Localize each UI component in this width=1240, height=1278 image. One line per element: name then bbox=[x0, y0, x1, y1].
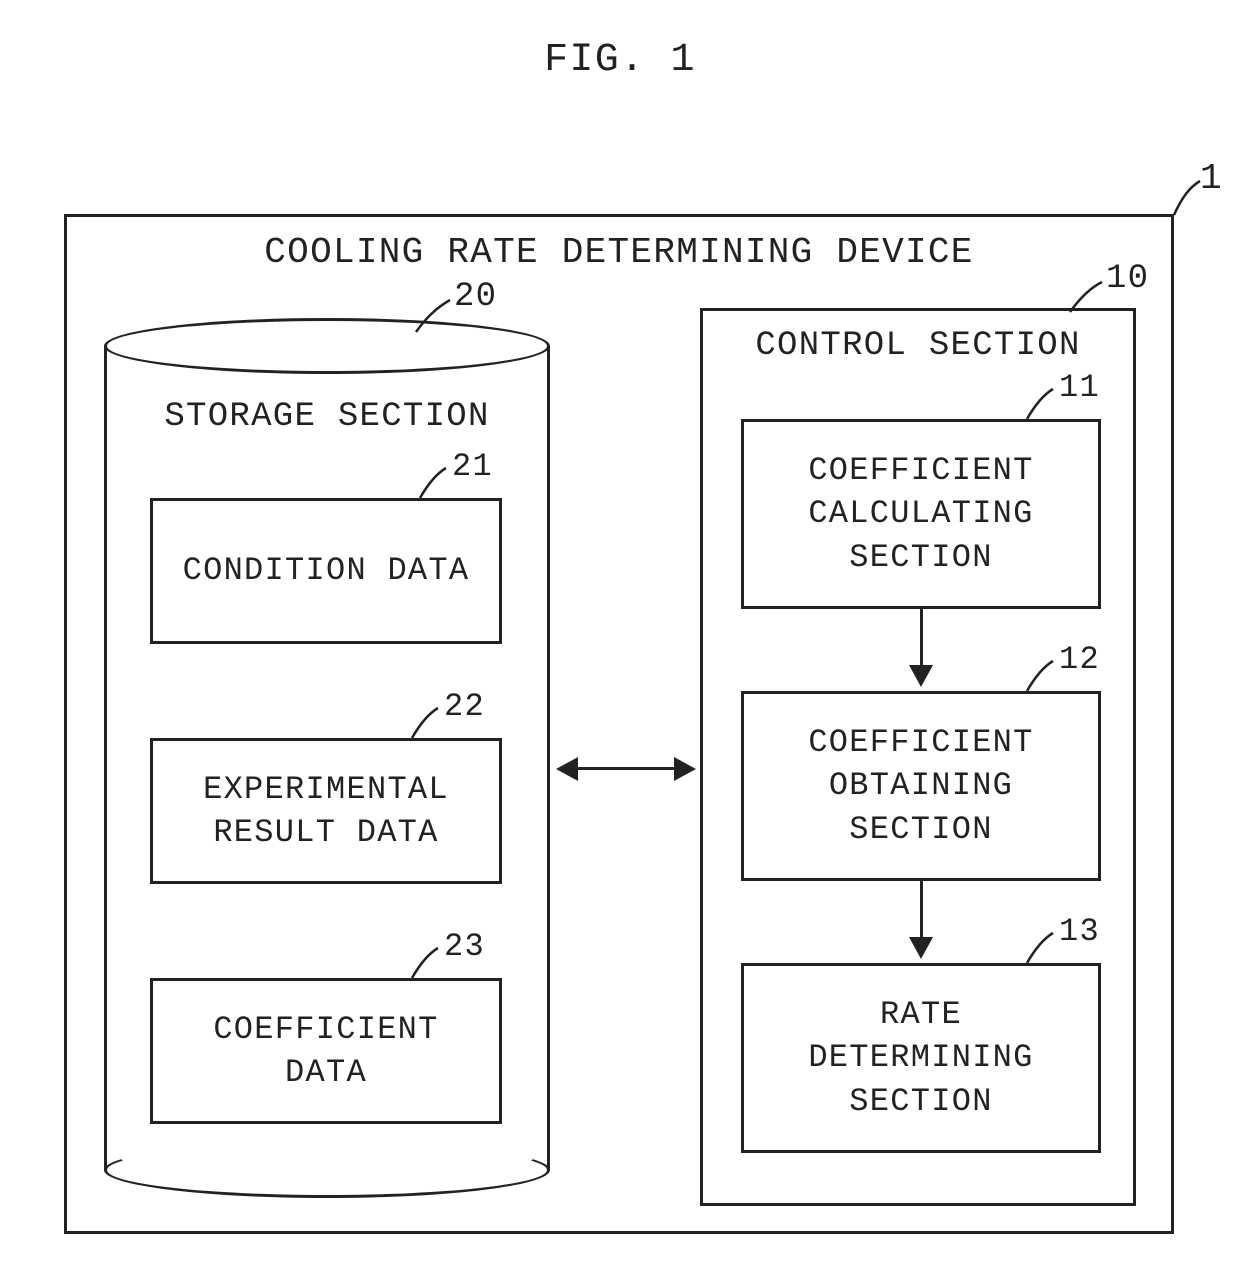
control-box-label: RATE DETERMINING SECTION bbox=[808, 993, 1033, 1123]
storage-cylinder: STORAGE SECTION CONDITION DATA 21 EXPERI… bbox=[104, 318, 550, 1198]
control-box-label: COEFFICIENT CALCULATING SECTION bbox=[808, 449, 1033, 579]
ref-20: 20 bbox=[454, 278, 497, 316]
ref-22: 22 bbox=[444, 688, 485, 725]
storage-title: STORAGE SECTION bbox=[104, 398, 550, 436]
leader-11 bbox=[1021, 385, 1061, 423]
leader-23 bbox=[406, 944, 446, 982]
storage-box-label: EXPERIMENTAL RESULT DATA bbox=[203, 768, 449, 854]
ref-23: 23 bbox=[444, 928, 485, 965]
cylinder-top bbox=[104, 318, 550, 374]
ref-10: 10 bbox=[1106, 260, 1149, 298]
ref-outer: 1 bbox=[1200, 158, 1223, 199]
leader-12 bbox=[1021, 657, 1061, 695]
ref-12: 12 bbox=[1059, 641, 1100, 678]
ref-13: 13 bbox=[1059, 913, 1100, 950]
storage-box-condition-data: CONDITION DATA bbox=[150, 498, 502, 644]
control-box-rate-determining: RATE DETERMINING SECTION bbox=[741, 963, 1101, 1153]
leader-21 bbox=[414, 464, 454, 502]
figure-title: FIG. 1 bbox=[0, 38, 1240, 83]
bidirectional-arrow-icon bbox=[556, 756, 696, 782]
leader-22 bbox=[406, 704, 446, 742]
storage-box-coefficient-data: COEFFICIENT DATA bbox=[150, 978, 502, 1124]
storage-box-label: COEFFICIENT DATA bbox=[213, 1008, 438, 1094]
leader-20 bbox=[410, 296, 456, 336]
storage-box-experimental-result: EXPERIMENTAL RESULT DATA bbox=[150, 738, 502, 884]
ref-21: 21 bbox=[452, 448, 493, 485]
control-box-coefficient-calculating: COEFFICIENT CALCULATING SECTION bbox=[741, 419, 1101, 609]
control-box-label: COEFFICIENT OBTAINING SECTION bbox=[808, 721, 1033, 851]
control-section-box: CONTROL SECTION COEFFICIENT CALCULATING … bbox=[700, 308, 1136, 1206]
control-title: CONTROL SECTION bbox=[703, 327, 1133, 365]
storage-box-label: CONDITION DATA bbox=[183, 549, 470, 592]
leader-10 bbox=[1064, 278, 1108, 316]
figure-canvas: FIG. 1 COOLING RATE DETERMINING DEVICE 1… bbox=[0, 0, 1240, 1278]
ref-11: 11 bbox=[1059, 369, 1100, 406]
leader-13 bbox=[1021, 929, 1061, 967]
cylinder-bottom bbox=[104, 1142, 550, 1198]
device-title: COOLING RATE DETERMINING DEVICE bbox=[64, 232, 1174, 273]
control-box-coefficient-obtaining: COEFFICIENT OBTAINING SECTION bbox=[741, 691, 1101, 881]
